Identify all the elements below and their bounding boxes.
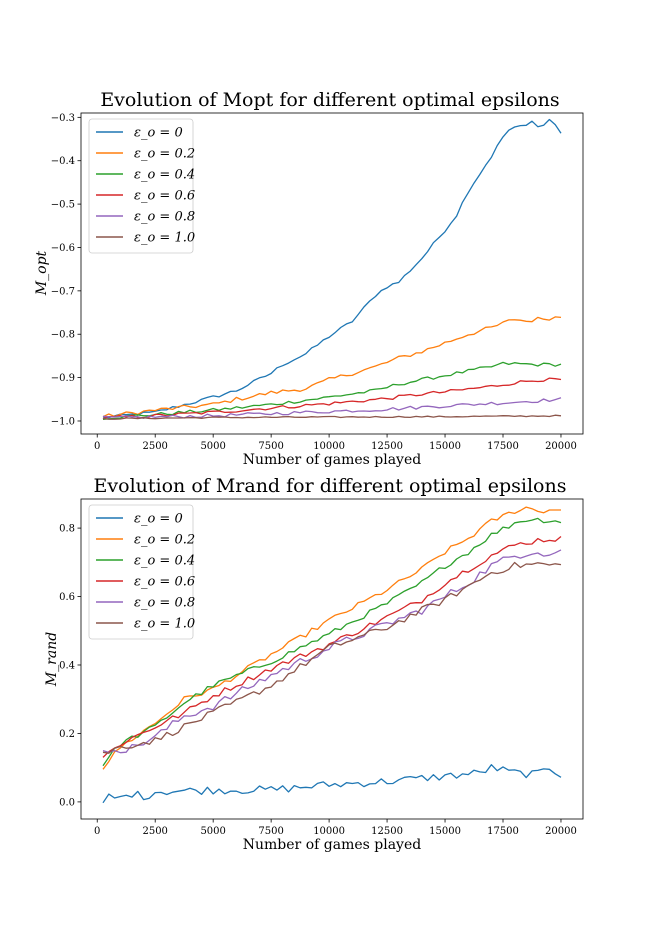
- series-line: [102, 549, 562, 754]
- legend-label: ε_o = 0.8: [134, 596, 195, 611]
- series-lines: [102, 118, 562, 420]
- series-line: [102, 377, 562, 420]
- series-line: [102, 397, 562, 420]
- x-tick-label: 15000: [429, 826, 461, 837]
- x-tick-label: 12500: [371, 441, 403, 452]
- x-tick-label: 7500: [258, 441, 283, 452]
- x-tick-label: 2500: [142, 826, 167, 837]
- legend-label: ε_o = 0.6: [134, 575, 195, 590]
- x-tick-label: 15000: [429, 441, 461, 452]
- legend: ε_o = 0 ε_o = 0.2 ε_o = 0.4 ε_o = 0.6 ε_o = …: [88, 118, 195, 254]
- plot-frame: [80, 112, 584, 435]
- x-tick-label: 17500: [487, 441, 519, 452]
- x-tick-label: 10000: [313, 441, 345, 452]
- plot-frame: [80, 498, 584, 820]
- legend-label: ε_o = 0.8: [134, 210, 195, 225]
- y-tick-label: −0.8: [51, 330, 75, 341]
- legend-label: ε_o = 0: [134, 126, 183, 141]
- x-axis-ticks: 0 2500 5000 7500 10000 12500 15000 17500 20000: [94, 819, 577, 837]
- series-line: [102, 535, 562, 758]
- legend-label: ε_o = 0.4: [134, 168, 195, 183]
- y-tick-label: −1.0: [51, 416, 75, 427]
- y-axis-label: M_rand: [44, 632, 60, 687]
- series-line: [102, 517, 562, 767]
- series-lines: [102, 506, 562, 804]
- x-tick-label: 12500: [371, 826, 403, 837]
- series-line: [102, 361, 562, 420]
- y-tick-label: −0.3: [51, 113, 75, 124]
- x-tick-label: 17500: [487, 826, 519, 837]
- series-line: [102, 316, 562, 418]
- legend-label: ε_o = 0.4: [134, 554, 195, 569]
- x-axis-ticks: 0 2500 5000 7500 10000 12500 15000 17500 20000: [94, 434, 577, 452]
- y-tick-label: 0.8: [59, 524, 75, 535]
- y-tick-label: 0.6: [59, 592, 75, 603]
- series-line: [102, 764, 562, 804]
- y-tick-label: −0.5: [51, 200, 75, 211]
- x-tick-label: 5000: [200, 826, 225, 837]
- chart-mrand: Evolution of Mrand for different optimal…: [44, 475, 584, 853]
- y-axis-label: M_opt: [34, 250, 50, 296]
- series-line: [102, 561, 562, 754]
- y-tick-label: 0.4: [59, 660, 75, 671]
- y-tick-label: 0.2: [59, 729, 75, 740]
- legend-label: ε_o = 0.6: [134, 189, 195, 204]
- series-line: [102, 414, 562, 420]
- y-tick-label: −0.6: [51, 243, 75, 254]
- x-tick-label: 20000: [545, 826, 577, 837]
- legend-label: ε_o = 0: [134, 512, 183, 527]
- series-line: [102, 506, 561, 770]
- y-tick-label: 0.0: [59, 797, 75, 808]
- chart-mopt: Evolution of Mopt for different optimal …: [34, 89, 584, 468]
- y-tick-label: −0.9: [51, 373, 75, 384]
- legend: ε_o = 0 ε_o = 0.2 ε_o = 0.4 ε_o = 0.6 ε_o = …: [88, 504, 195, 640]
- x-tick-label: 0: [94, 826, 100, 837]
- legend-label: ε_o = 0.2: [134, 147, 195, 162]
- chart-title: Evolution of Mrand for different optimal…: [94, 475, 567, 497]
- x-tick-label: 2500: [142, 441, 167, 452]
- y-axis-ticks: 0.0 0.2 0.4 0.6 0.8: [59, 524, 81, 808]
- legend-label: ε_o = 0.2: [134, 533, 195, 548]
- x-tick-label: 20000: [545, 441, 577, 452]
- x-tick-label: 5000: [200, 441, 225, 452]
- legend-label: ε_o = 1.0: [134, 231, 195, 246]
- chart-title: Evolution of Mopt for different optimal …: [100, 89, 559, 111]
- x-tick-label: 0: [94, 441, 100, 452]
- x-tick-label: 7500: [258, 826, 283, 837]
- legend-label: ε_o = 1.0: [134, 617, 195, 632]
- y-axis-ticks: −1.0 −0.9 −0.8 −0.7 −0.6 −0.5 −0.4 −0.3: [51, 113, 81, 427]
- y-tick-label: −0.4: [51, 156, 75, 167]
- x-axis-label: Number of games played: [243, 452, 421, 468]
- y-tick-label: −0.7: [51, 286, 75, 297]
- x-axis-label: Number of games played: [243, 837, 421, 853]
- x-tick-label: 10000: [313, 826, 345, 837]
